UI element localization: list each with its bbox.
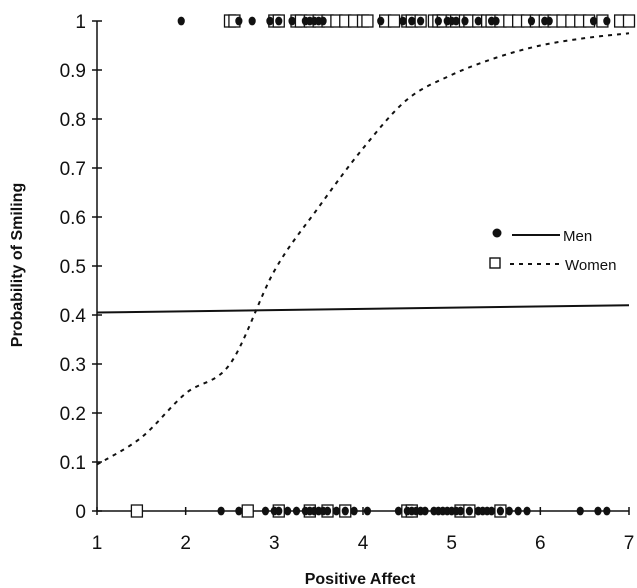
men-point — [452, 16, 460, 26]
x-tick-label: 7 — [624, 533, 635, 554]
y-tick-label: 0.5 — [60, 257, 86, 278]
y-tick-label: 0.4 — [60, 306, 87, 327]
men-point — [235, 16, 243, 26]
men-point — [177, 16, 185, 26]
men-point — [284, 506, 292, 516]
points-group — [130, 14, 636, 518]
x-tick-label: 1 — [92, 533, 103, 554]
men-point — [377, 16, 385, 26]
y-tick-label: 0.6 — [60, 208, 86, 229]
y-tick-label: 0.2 — [60, 404, 86, 425]
men-point — [275, 506, 283, 516]
legend-men-label: Men — [563, 228, 592, 245]
legend-women-marker — [489, 257, 501, 269]
y-tick-label: 0 — [75, 502, 86, 523]
men-point — [523, 506, 531, 516]
men-point — [292, 506, 301, 516]
fit-lines-group — [96, 32, 630, 466]
y-tick-label: 0.8 — [60, 110, 86, 131]
y-tick-label: 1 — [75, 12, 86, 33]
men-point — [341, 506, 349, 516]
women-point — [387, 14, 401, 28]
y-ticks-group: 0 0.1 0.2 0.3 0.4 0.5 0.6 0.7 0.8 0.9 1 — [60, 12, 102, 523]
legend-men-marker — [492, 228, 502, 238]
men-point — [275, 16, 283, 26]
x-tick-label: 4 — [358, 533, 369, 554]
men-point — [319, 16, 327, 26]
men-point — [603, 506, 611, 516]
x-axis-title: Positive Affect — [305, 571, 416, 588]
men-point — [545, 16, 553, 26]
men-point — [514, 506, 522, 516]
men-point — [421, 506, 429, 516]
x-tick-label: 2 — [180, 533, 191, 554]
y-axis-title: Probability of Smiling — [9, 183, 26, 347]
men-point — [474, 16, 482, 26]
y-tick-label: 0.1 — [60, 453, 86, 474]
y-tick-label: 0.7 — [60, 159, 86, 180]
men-point — [266, 16, 274, 26]
men-point — [492, 16, 500, 26]
x-ticks-group: 1 2 3 4 5 6 7 — [92, 507, 635, 554]
men-point — [434, 16, 442, 26]
men-point — [394, 506, 403, 516]
women-fit-curve — [96, 32, 630, 466]
men-point — [465, 506, 473, 516]
x-tick-label: 3 — [269, 533, 280, 554]
legend: Men Women — [489, 228, 616, 274]
men-point — [576, 506, 584, 516]
women-point — [241, 504, 254, 518]
men-point — [288, 16, 296, 26]
men-point — [487, 506, 496, 516]
men-point — [589, 16, 598, 26]
men-point — [323, 506, 332, 516]
men-fit-line — [96, 304, 630, 314]
men-point — [350, 506, 358, 516]
men-point — [261, 506, 270, 516]
men-point — [496, 506, 505, 516]
men-point — [461, 16, 469, 26]
x-tick-label: 6 — [535, 533, 546, 554]
men-point — [505, 506, 513, 516]
men-point — [456, 506, 465, 516]
men-point — [399, 16, 407, 26]
x-tick-label: 5 — [446, 533, 457, 554]
men-point — [235, 506, 243, 516]
men-point — [248, 16, 256, 26]
axes-group — [96, 21, 629, 512]
women-point — [130, 504, 144, 518]
y-tick-label: 0.9 — [60, 61, 86, 82]
men-point — [408, 16, 416, 26]
men-point — [417, 16, 425, 26]
women-point — [622, 14, 636, 28]
men-point — [603, 16, 611, 26]
men-point — [332, 506, 340, 516]
men-point — [594, 506, 602, 516]
men-point — [527, 16, 536, 26]
women-point — [361, 14, 374, 28]
y-tick-label: 0.3 — [60, 355, 86, 376]
men-point — [363, 506, 372, 516]
legend-women-label: Women — [565, 257, 616, 274]
men-point — [217, 506, 225, 516]
